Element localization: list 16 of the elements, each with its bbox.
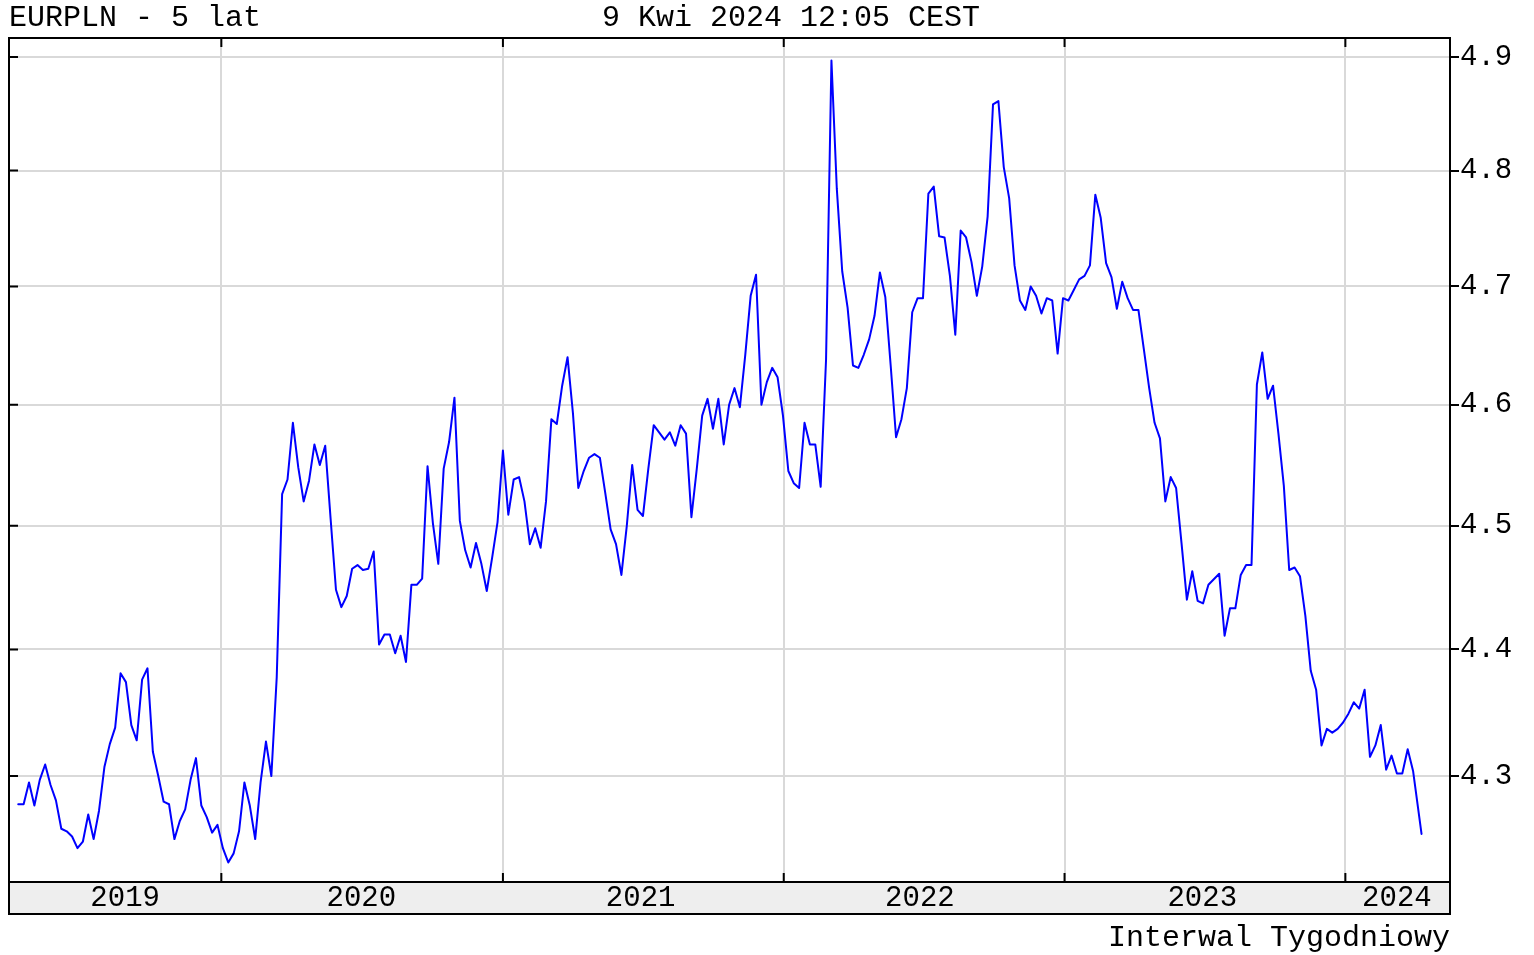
y-tick-label: 4.4	[1460, 633, 1513, 667]
text: Interwal Tygodniowy	[1107, 921, 1450, 955]
y-tick-label: 4.6	[1460, 388, 1513, 422]
x-tick-label: 2021	[605, 881, 676, 915]
x-tick-label: 2023	[1167, 881, 1238, 915]
x-tick-label: 2024	[1362, 881, 1432, 915]
chart-title: EURPLN - 5 lat	[9, 1, 262, 35]
y-tick-label: 4.5	[1460, 509, 1513, 543]
x-tick-label: 2019	[90, 881, 160, 915]
x-tick-label: 2020	[326, 881, 397, 915]
y-tick-label: 4.3	[1460, 759, 1513, 793]
chart-subtitle: 9 Kwi 2024 12:05 CEST	[602, 1, 981, 35]
x-tick-label: 2022	[885, 881, 955, 915]
y-tick-label: 4.8	[1460, 154, 1513, 188]
y-tick-label: 4.9	[1460, 40, 1513, 74]
y-tick-label: 4.7	[1460, 270, 1513, 304]
